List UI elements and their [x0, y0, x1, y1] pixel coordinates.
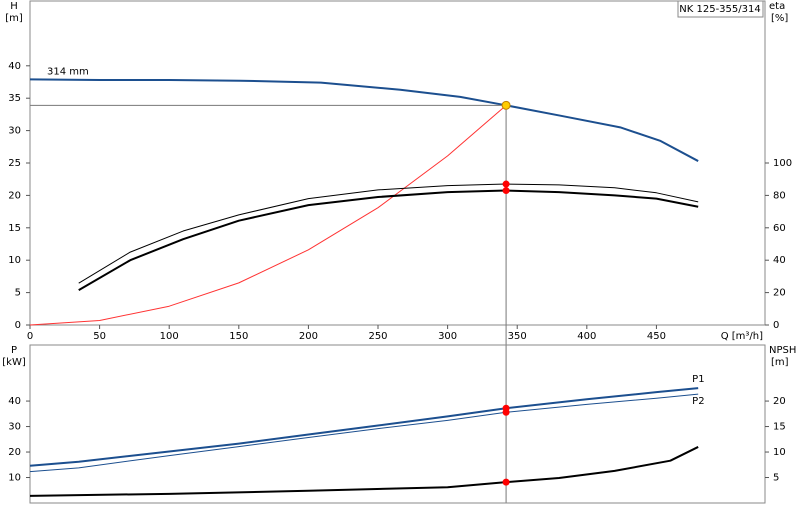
y-tick-label: 15	[8, 223, 21, 234]
y-tick-label: 20	[8, 190, 21, 201]
operating-point	[502, 478, 510, 486]
y2-axis-label: NPSH	[769, 345, 796, 356]
y2-tick-label: 10	[773, 447, 786, 458]
y2-tick-label: 20	[773, 288, 786, 299]
curve-annotation: 314 mm	[47, 66, 89, 77]
curve	[29, 393, 699, 473]
x-tick-label: 100	[160, 331, 179, 342]
series-label: P2	[692, 396, 704, 407]
y2-axis-unit: [m]	[771, 357, 789, 368]
x-tick-label: 450	[647, 331, 666, 342]
y2-tick-label: 100	[773, 158, 792, 169]
x-tick-label: 250	[368, 331, 387, 342]
y2-tick-label: 80	[773, 190, 786, 201]
curve	[29, 446, 699, 497]
y-tick-label: 40	[8, 396, 21, 407]
operating-point	[501, 100, 511, 110]
operating-point	[502, 187, 510, 195]
x-tick-label: 150	[229, 331, 248, 342]
plot-frame	[29, 344, 766, 504]
plot-frame	[29, 0, 766, 326]
y-tick-label: 10	[8, 255, 21, 266]
x-axis-label: Q [m³/h]	[721, 331, 763, 342]
x-tick-label: 400	[577, 331, 596, 342]
x-tick-label: 200	[299, 331, 318, 342]
y-tick-label: 25	[8, 158, 21, 169]
operating-point	[502, 180, 510, 188]
y-axis-label: P	[11, 345, 17, 356]
y-axis-label: H	[10, 1, 18, 12]
x-tick-label: 0	[27, 331, 33, 342]
y2-axis-unit: [%]	[771, 13, 788, 24]
y-tick-label: 20	[8, 447, 21, 458]
y2-tick-label: 20	[773, 396, 786, 407]
y2-tick-label: 0	[773, 320, 779, 331]
curve	[78, 183, 699, 284]
chart-title: NK 125-355/314	[679, 4, 760, 15]
curve	[29, 387, 699, 467]
y-tick-label: 40	[8, 61, 21, 72]
x-tick-label: 50	[93, 331, 106, 342]
x-tick-label: 350	[508, 331, 527, 342]
y-tick-label: 5	[15, 288, 21, 299]
y-tick-label: 0	[15, 320, 21, 331]
y-tick-label: 10	[8, 473, 21, 484]
y-axis-unit: [m]	[5, 13, 23, 24]
series-label: P1	[692, 374, 704, 385]
curve	[78, 189, 699, 292]
y-tick-label: 30	[8, 126, 21, 137]
x-tick-label: 300	[438, 331, 457, 342]
y-tick-label: 30	[8, 422, 21, 433]
y2-axis-label: eta	[769, 1, 785, 12]
y2-tick-label: 5	[773, 473, 779, 484]
curve	[29, 104, 507, 326]
y-axis-unit: [kW]	[2, 357, 26, 368]
y2-tick-label: 40	[773, 255, 786, 266]
y2-tick-label: 60	[773, 223, 786, 234]
y-tick-label: 35	[8, 93, 21, 104]
curve	[29, 78, 699, 162]
y2-tick-label: 15	[773, 422, 786, 433]
operating-point	[502, 408, 510, 416]
